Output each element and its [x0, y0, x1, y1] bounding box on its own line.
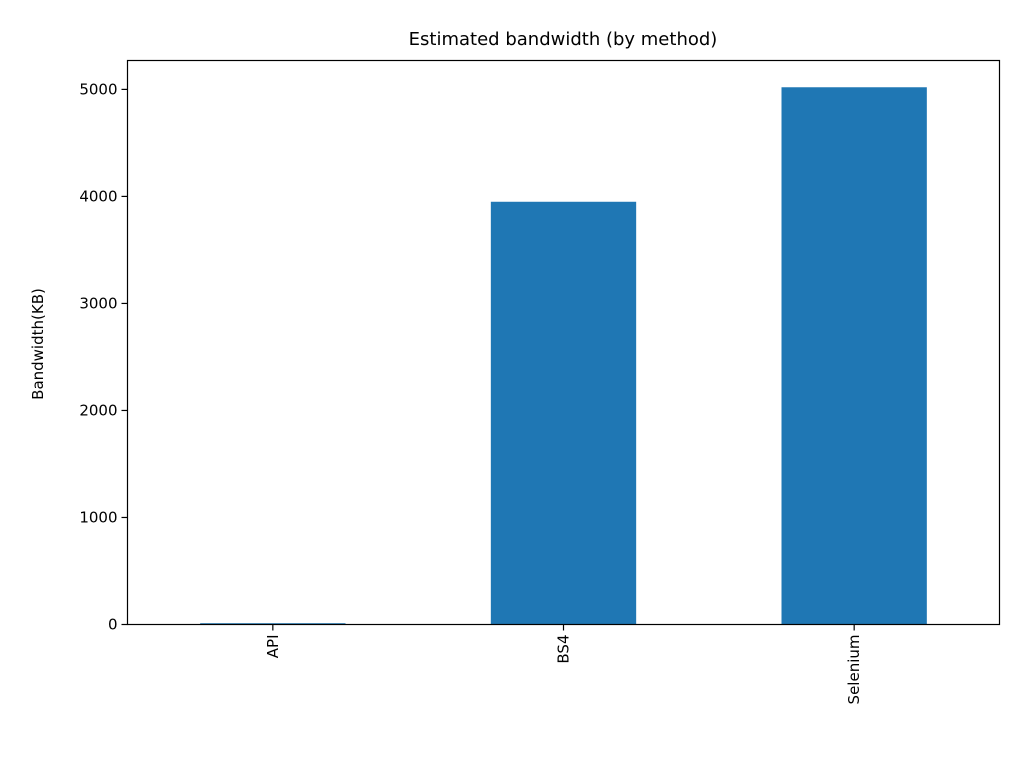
- y-tick-label: 3000: [79, 294, 117, 312]
- bar-api: [200, 623, 346, 625]
- y-tick-label: 5000: [79, 80, 117, 98]
- x-tick-label-selenium: Selenium: [845, 635, 863, 705]
- x-axis-ticks: API BS4 Selenium: [264, 624, 863, 705]
- bars-group: [200, 87, 927, 625]
- y-tick-label: 0: [108, 616, 118, 634]
- y-tick-label: 4000: [79, 187, 117, 205]
- y-tick-label: 2000: [79, 401, 117, 419]
- bar-selenium: [781, 87, 927, 625]
- x-tick-label-api: API: [264, 635, 282, 659]
- chart-title: Estimated bandwidth (by method): [409, 29, 718, 50]
- bar-bs4: [490, 201, 637, 625]
- y-axis-ticks: 0 1000 2000 3000 4000 5000: [79, 80, 128, 634]
- y-tick-label: 1000: [79, 508, 117, 526]
- y-axis-title: Bandwidth(KB): [29, 288, 47, 400]
- plot-frame: [126, 59, 1001, 626]
- x-tick-label-bs4: BS4: [555, 635, 573, 664]
